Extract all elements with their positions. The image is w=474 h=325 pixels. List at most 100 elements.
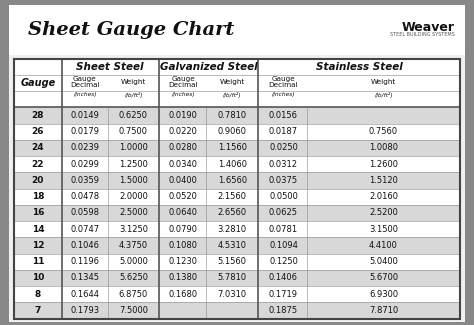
Text: 8: 8 — [35, 290, 41, 299]
Text: 0.1250: 0.1250 — [269, 257, 298, 266]
Text: 3.1500: 3.1500 — [369, 225, 398, 234]
Text: 0.0340: 0.0340 — [169, 160, 198, 169]
Text: 7: 7 — [35, 306, 41, 315]
Text: 0.1719: 0.1719 — [269, 290, 298, 299]
Text: 0.0625: 0.0625 — [269, 208, 298, 217]
Text: 1.6560: 1.6560 — [218, 176, 247, 185]
Text: 6.8750: 6.8750 — [119, 290, 148, 299]
Text: Galvanized Steel: Galvanized Steel — [161, 62, 258, 72]
Text: 1.5120: 1.5120 — [369, 176, 398, 185]
Text: Decimal: Decimal — [269, 82, 298, 88]
Text: (inches): (inches) — [272, 92, 295, 97]
Text: 2.6560: 2.6560 — [218, 208, 247, 217]
Text: Stainless Steel: Stainless Steel — [316, 62, 403, 72]
Text: Weaver: Weaver — [402, 21, 455, 34]
Text: 0.7560: 0.7560 — [369, 127, 398, 136]
Text: 12: 12 — [32, 241, 44, 250]
Text: 0.0156: 0.0156 — [269, 111, 298, 120]
Text: 0.1380: 0.1380 — [169, 273, 198, 282]
FancyBboxPatch shape — [14, 270, 460, 286]
Text: 0.0149: 0.0149 — [71, 111, 99, 120]
Text: 1.0080: 1.0080 — [369, 143, 398, 152]
Text: 7.5000: 7.5000 — [119, 306, 148, 315]
Text: 1.2600: 1.2600 — [369, 160, 398, 169]
Text: 26: 26 — [32, 127, 44, 136]
FancyBboxPatch shape — [14, 107, 460, 124]
Text: 2.5000: 2.5000 — [119, 208, 148, 217]
Text: (lb/ft²): (lb/ft²) — [223, 92, 242, 98]
Text: 1.1560: 1.1560 — [218, 143, 247, 152]
Text: Weight: Weight — [219, 79, 245, 85]
Text: 5.1560: 5.1560 — [218, 257, 247, 266]
FancyBboxPatch shape — [14, 91, 460, 107]
Text: Sheet Steel: Sheet Steel — [76, 62, 144, 72]
FancyBboxPatch shape — [14, 140, 460, 156]
Text: (lb/ft²): (lb/ft²) — [374, 92, 393, 98]
Text: 0.0640: 0.0640 — [169, 208, 198, 217]
Text: Weight: Weight — [371, 79, 396, 85]
Text: 4.3750: 4.3750 — [119, 241, 148, 250]
Text: 5.0400: 5.0400 — [369, 257, 398, 266]
Text: 0.1680: 0.1680 — [169, 290, 198, 299]
Text: 0.0220: 0.0220 — [169, 127, 198, 136]
Text: 0.0250: 0.0250 — [269, 143, 298, 152]
FancyBboxPatch shape — [14, 237, 460, 254]
Text: 0.0520: 0.0520 — [169, 192, 198, 201]
Text: 22: 22 — [32, 160, 44, 169]
Text: Gauge: Gauge — [73, 76, 97, 82]
Text: Gauge: Gauge — [20, 78, 55, 88]
Text: (inches): (inches) — [172, 92, 195, 97]
FancyBboxPatch shape — [14, 172, 460, 188]
Text: 0.1230: 0.1230 — [169, 257, 198, 266]
Text: 6.9300: 6.9300 — [369, 290, 398, 299]
Text: 0.1793: 0.1793 — [70, 306, 100, 315]
Text: 11: 11 — [32, 257, 44, 266]
Text: 0.7810: 0.7810 — [218, 111, 247, 120]
Text: 0.0781: 0.0781 — [269, 225, 298, 234]
Text: 0.0478: 0.0478 — [70, 192, 100, 201]
FancyBboxPatch shape — [14, 286, 460, 302]
Text: 0.9060: 0.9060 — [218, 127, 247, 136]
Text: 5.0000: 5.0000 — [119, 257, 148, 266]
Text: 0.0400: 0.0400 — [169, 176, 198, 185]
Text: 0.0598: 0.0598 — [70, 208, 100, 217]
Text: 0.1644: 0.1644 — [70, 290, 100, 299]
Text: 2.1560: 2.1560 — [218, 192, 247, 201]
Text: 3.2810: 3.2810 — [218, 225, 247, 234]
Text: 0.0359: 0.0359 — [70, 176, 100, 185]
FancyBboxPatch shape — [14, 221, 460, 237]
Text: 0.1406: 0.1406 — [269, 273, 298, 282]
Text: 28: 28 — [32, 111, 44, 120]
Text: Sheet Gauge Chart: Sheet Gauge Chart — [28, 21, 235, 39]
Text: 7.8710: 7.8710 — [369, 306, 398, 315]
FancyBboxPatch shape — [9, 5, 465, 55]
Text: 0.0375: 0.0375 — [269, 176, 298, 185]
Text: 3.1250: 3.1250 — [119, 225, 148, 234]
Text: 2.0000: 2.0000 — [119, 192, 148, 201]
Text: 16: 16 — [32, 208, 44, 217]
Text: 18: 18 — [32, 192, 44, 201]
Text: Decimal: Decimal — [70, 82, 100, 88]
Text: Gauge: Gauge — [171, 76, 195, 82]
FancyBboxPatch shape — [14, 254, 460, 270]
Text: Gauge: Gauge — [272, 76, 295, 82]
Text: 0.0747: 0.0747 — [70, 225, 100, 234]
FancyBboxPatch shape — [9, 6, 465, 322]
Text: 5.6700: 5.6700 — [369, 273, 398, 282]
Text: 2.0160: 2.0160 — [369, 192, 398, 201]
Text: 0.0187: 0.0187 — [269, 127, 298, 136]
Text: 0.1345: 0.1345 — [70, 273, 100, 282]
Text: 1.2500: 1.2500 — [119, 160, 148, 169]
Text: 5.7810: 5.7810 — [218, 273, 247, 282]
FancyBboxPatch shape — [14, 58, 460, 75]
Text: 20: 20 — [32, 176, 44, 185]
Text: 0.0239: 0.0239 — [70, 143, 100, 152]
Text: 0.1875: 0.1875 — [269, 306, 298, 315]
FancyBboxPatch shape — [14, 302, 460, 318]
Text: 0.0312: 0.0312 — [269, 160, 298, 169]
Text: 0.1196: 0.1196 — [70, 257, 100, 266]
Text: 1.4060: 1.4060 — [218, 160, 247, 169]
Text: Weight: Weight — [121, 79, 146, 85]
Text: 0.0280: 0.0280 — [169, 143, 198, 152]
Text: 4.4100: 4.4100 — [369, 241, 398, 250]
